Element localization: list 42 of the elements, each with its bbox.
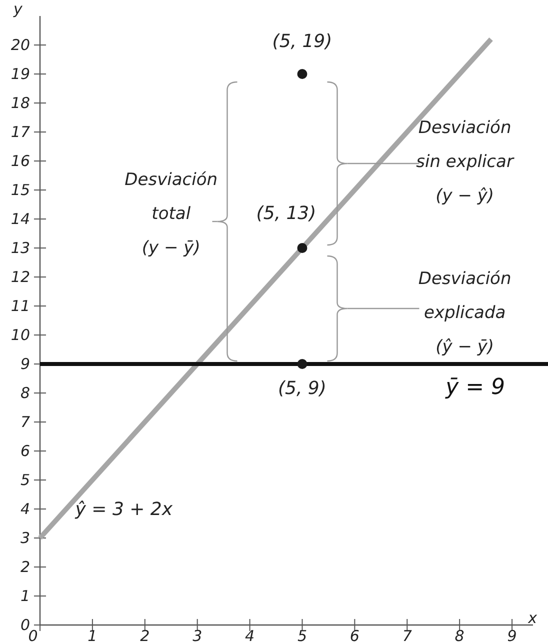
y-tick-label: 12: [10, 268, 30, 286]
annotation: ŷ = 3 + 2x: [74, 499, 173, 520]
y-tick-label: 18: [10, 94, 30, 112]
y-tick-label: 17: [10, 123, 30, 141]
x-tick-label: 9: [507, 627, 517, 644]
y-tick-label: 11: [10, 297, 30, 315]
x-tick-label: 8: [454, 627, 464, 644]
x-tick-label: 6: [350, 627, 360, 644]
ref-line-label: ȳ = 9: [444, 375, 506, 400]
y-tick-label: 2: [20, 558, 30, 576]
y-axis-title: y: [12, 0, 24, 18]
annotation: Desviación explicada (ŷ − ȳ): [418, 268, 512, 357]
annotation: Desviación sin explicar (y − ŷ): [416, 118, 514, 206]
y-tick-label: 20: [10, 36, 30, 54]
y-tick-label: 8: [20, 384, 30, 402]
point: [297, 359, 308, 369]
point: [297, 69, 308, 79]
y-tick-label: 3: [20, 529, 30, 547]
x-axis-title: x: [527, 609, 538, 627]
x-tick-label: 2: [140, 627, 150, 644]
y-tick-label: 7: [20, 413, 30, 431]
y-tick-label: 5: [20, 471, 30, 489]
x-tick-label: 5: [297, 627, 308, 644]
y-tick-label: 10: [10, 326, 30, 344]
annotation: (5, 19): [272, 31, 332, 52]
annotation: (5, 9): [278, 378, 326, 399]
point: [297, 243, 308, 253]
y-tick-label: 4: [20, 500, 30, 518]
y-tick-label: 16: [10, 152, 30, 170]
y-tick-label: 13: [10, 239, 30, 257]
y-tick-label: 6: [20, 442, 30, 460]
x-tick-label: 3: [192, 627, 202, 644]
y-tick-label: 14: [10, 210, 30, 228]
x-tick-label: 7: [402, 627, 412, 644]
x-tick-label: 4: [245, 627, 255, 644]
y-tick-label: 1: [20, 587, 30, 605]
annotation: Desviación total (y − ȳ): [124, 170, 218, 258]
x-tick-label: 1: [88, 627, 98, 644]
y-tick-label: 9: [20, 355, 30, 373]
y-tick-label: 15: [10, 181, 30, 199]
annotation: (5, 13): [256, 203, 316, 224]
y-tick-label: 19: [10, 65, 30, 83]
